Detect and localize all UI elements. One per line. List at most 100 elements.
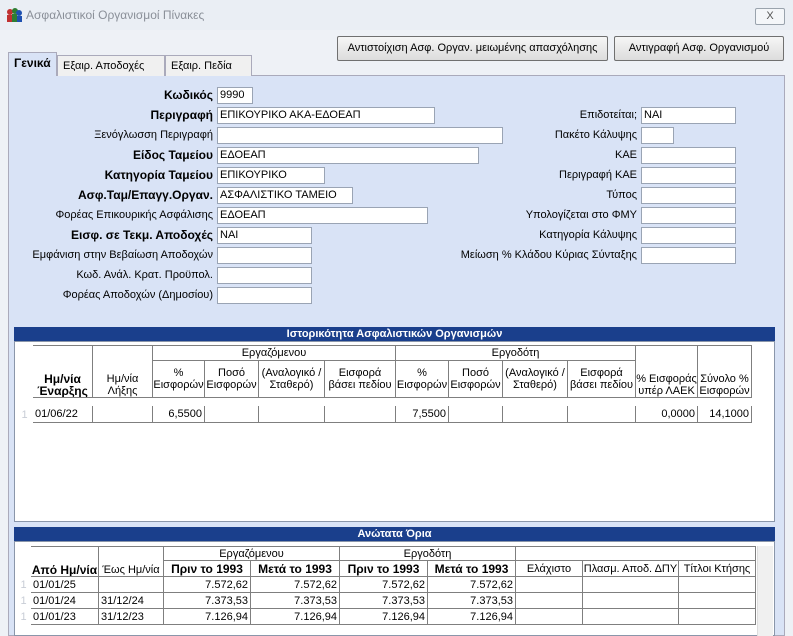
field-label: Κατηγορία Ταμείου bbox=[104, 168, 213, 182]
grid-cell[interactable]: 7.126,94 bbox=[428, 609, 516, 625]
row-index: 1 bbox=[16, 593, 31, 609]
grid-cell[interactable] bbox=[679, 593, 756, 609]
grid-cell[interactable] bbox=[583, 577, 679, 593]
grid-cell[interactable] bbox=[568, 406, 636, 423]
grid-cell[interactable]: 7.126,94 bbox=[251, 609, 340, 625]
text-input[interactable] bbox=[217, 127, 503, 144]
text-input[interactable]: ΕΔΟΕΑΠ bbox=[217, 207, 428, 224]
group-header bbox=[516, 546, 756, 561]
grid-cell[interactable] bbox=[516, 577, 583, 593]
grid-cell[interactable]: 7.373,53 bbox=[251, 593, 340, 609]
grid-cell[interactable]: 7.572,62 bbox=[340, 577, 428, 593]
column-header: Ελάχιστο bbox=[516, 561, 583, 577]
action-button[interactable]: Αντιγραφή Ασφ. Οργανισμού bbox=[614, 36, 784, 61]
text-input[interactable]: ΝΑΙ bbox=[641, 107, 736, 124]
field-label: Κατηγορία Κάλυψης bbox=[539, 229, 637, 241]
grid-cell[interactable] bbox=[205, 406, 259, 423]
field-label: Περιγραφή ΚΑΕ bbox=[559, 169, 637, 181]
field-label: Φορέας Επικουρικής Ασφάλισης bbox=[55, 209, 213, 221]
grid-cell[interactable]: 7,5500 bbox=[396, 406, 449, 423]
column-header: (Αναλογικό / Σταθερό) bbox=[259, 361, 325, 398]
text-input[interactable] bbox=[641, 167, 736, 184]
grid-cell[interactable] bbox=[93, 406, 153, 423]
grid-cell[interactable]: 01/01/23 bbox=[31, 609, 99, 625]
grid-cell[interactable]: 7.373,53 bbox=[164, 593, 251, 609]
group-header: Εργαζόμενου bbox=[153, 345, 396, 361]
grid-cell[interactable] bbox=[516, 593, 583, 609]
column-header: Ποσό Εισφορών bbox=[205, 361, 259, 398]
text-input[interactable]: ΝΑΙ bbox=[217, 227, 312, 244]
column-header: (Αναλογικό / Σταθερό) bbox=[503, 361, 568, 398]
column-header: Ποσό Εισφορών bbox=[449, 361, 503, 398]
grid-cell[interactable] bbox=[516, 609, 583, 625]
grid-cell[interactable]: 6,5500 bbox=[153, 406, 205, 423]
grid-cell[interactable] bbox=[259, 406, 325, 423]
tab[interactable]: Εξαιρ. Αποδοχές bbox=[57, 55, 165, 76]
row-index: 1 bbox=[16, 577, 31, 593]
grid-cell[interactable]: 7.126,94 bbox=[164, 609, 251, 625]
grid-cell[interactable]: 01/01/25 bbox=[31, 577, 99, 593]
field-label: Επιδοτείται; bbox=[579, 109, 637, 121]
text-input[interactable] bbox=[641, 187, 736, 204]
grid-cell[interactable]: 31/12/23 bbox=[99, 609, 164, 625]
column-header: % Εισφορών bbox=[396, 361, 449, 398]
text-input[interactable]: ΑΣΦΑΛΙΣΤΙΚΟ ΤΑΜΕΙΟ bbox=[217, 187, 353, 204]
grid-cell[interactable]: 14,1000 bbox=[698, 406, 752, 423]
close-button[interactable]: X bbox=[755, 8, 785, 25]
grid-cell[interactable] bbox=[583, 593, 679, 609]
tab[interactable]: Εξαιρ. Πεδία bbox=[165, 55, 252, 76]
grid-cell[interactable] bbox=[99, 577, 164, 593]
grid-cell[interactable]: 7.572,62 bbox=[251, 577, 340, 593]
grid-cell[interactable] bbox=[679, 577, 756, 593]
grid-cell[interactable] bbox=[679, 609, 756, 625]
text-input[interactable] bbox=[641, 207, 736, 224]
field-label: Τύπος bbox=[606, 189, 637, 201]
text-input[interactable] bbox=[217, 267, 312, 284]
column-header: Ημ/νία Λήξης bbox=[93, 345, 153, 398]
grid-cell[interactable]: 7.373,53 bbox=[428, 593, 516, 609]
grid-cell[interactable] bbox=[503, 406, 568, 423]
text-input[interactable]: ΕΠΙΚΟΥΡΙΚΟ bbox=[217, 167, 325, 184]
grid-cell[interactable]: 7.126,94 bbox=[340, 609, 428, 625]
field-label: Ασφ.Ταμ/Επαγγ.Οργαν. bbox=[77, 188, 213, 202]
text-input[interactable]: ΕΔΟΕΑΠ bbox=[217, 147, 479, 164]
field-label: Κωδικός bbox=[163, 88, 213, 102]
text-input[interactable] bbox=[641, 147, 736, 164]
grid-cell[interactable] bbox=[325, 406, 396, 423]
text-input[interactable] bbox=[641, 227, 736, 244]
column-header: Εισφορά βάσει πεδίου bbox=[325, 361, 396, 398]
column-header: Πλασμ. Αποδ. ΔΠΥ bbox=[583, 561, 679, 577]
text-input[interactable] bbox=[641, 247, 736, 264]
text-input[interactable]: 9990 bbox=[217, 87, 253, 104]
field-label: Περιγραφή bbox=[150, 108, 213, 122]
field-label: Εμφάνιση στην Βεβαίωση Αποδοχών bbox=[32, 249, 213, 261]
column-header: Τίτλοι Κτήσης bbox=[679, 561, 756, 577]
column-header: Από Ημ/νία bbox=[31, 546, 99, 577]
grid-cell[interactable]: 0,0000 bbox=[636, 406, 698, 423]
grid-cell[interactable]: 7.572,62 bbox=[164, 577, 251, 593]
action-button[interactable]: Αντιστοίχιση Ασφ. Οργαν. μειωμένης απασχ… bbox=[337, 36, 608, 61]
grid-cell[interactable]: 01/01/24 bbox=[31, 593, 99, 609]
field-label: Πακέτο Κάλυψης bbox=[554, 129, 637, 141]
app-icon bbox=[7, 8, 22, 22]
grid-cell[interactable]: 01/06/22 bbox=[33, 406, 93, 423]
section-header: Ιστορικότητα Ασφαλιστικών Οργανισμών bbox=[14, 327, 775, 341]
text-input[interactable] bbox=[217, 247, 312, 264]
grid-cell[interactable]: 7.572,62 bbox=[428, 577, 516, 593]
scrollbar[interactable] bbox=[757, 546, 773, 636]
column-header: Εισφορά βάσει πεδίου bbox=[568, 361, 636, 398]
text-input[interactable]: ΕΠΙΚΟΥΡΙΚΟ ΑΚΑ-ΕΔΟΕΑΠ bbox=[217, 107, 435, 124]
grid-cell[interactable] bbox=[449, 406, 503, 423]
text-input[interactable] bbox=[641, 127, 674, 144]
text-input[interactable] bbox=[217, 287, 312, 304]
group-header: Εργοδότη bbox=[340, 546, 516, 561]
grid-cell[interactable]: 31/12/24 bbox=[99, 593, 164, 609]
group-header: Εργαζόμενου bbox=[164, 546, 340, 561]
section-header: Ανώτατα Όρια bbox=[14, 527, 775, 541]
tab[interactable]: Γενικά bbox=[8, 52, 57, 76]
grid-cell[interactable] bbox=[583, 609, 679, 625]
column-header: Πριν το 1993 bbox=[340, 561, 428, 577]
column-header: Μετά το 1993 bbox=[428, 561, 516, 577]
window-title: Ασφαλιστικοί Οργανισμοί Πίνακες bbox=[26, 8, 205, 22]
grid-cell[interactable]: 7.373,53 bbox=[340, 593, 428, 609]
